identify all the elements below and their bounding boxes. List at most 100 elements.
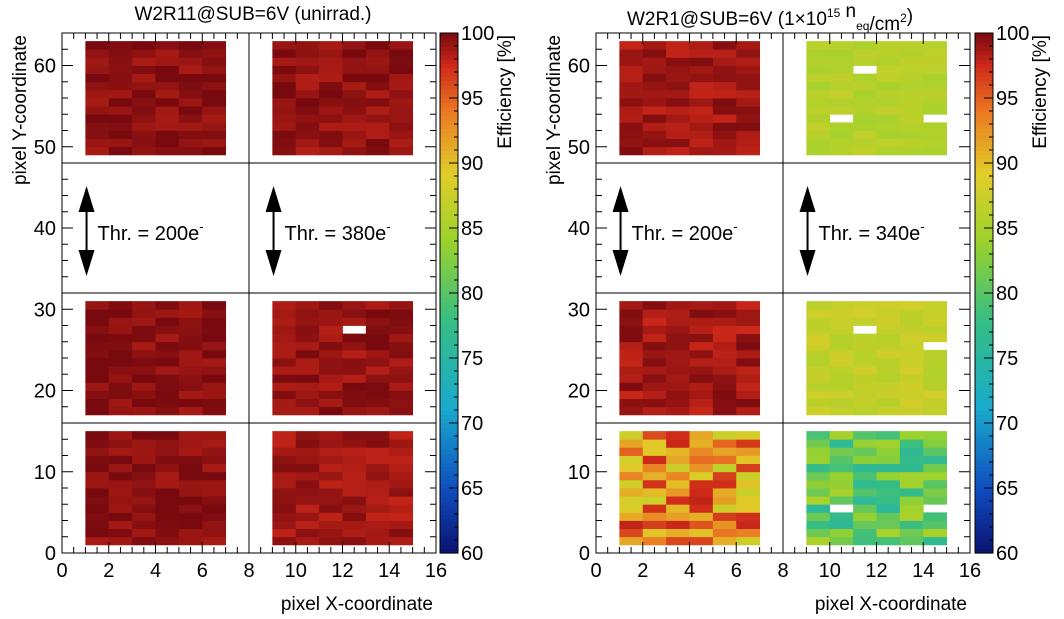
heatmap-cell [272, 98, 297, 107]
color-bar-step [440, 401, 458, 407]
heatmap-cell [689, 520, 714, 530]
heatmap-cell [829, 520, 854, 530]
heatmap-cell [178, 496, 203, 505]
heatmap-cell [642, 114, 667, 123]
heatmap-cell [736, 431, 761, 440]
heatmap-cell [272, 73, 297, 83]
heatmap-cell [923, 536, 948, 546]
heatmap-cell [736, 341, 761, 351]
heatmap-cell [876, 89, 901, 99]
x-tick-label: 4 [684, 560, 695, 582]
heatmap-cell [295, 504, 320, 513]
heatmap-cell [132, 536, 156, 546]
color-bar-step [975, 306, 993, 311]
heatmap-cell [829, 301, 854, 310]
heatmap-cell [876, 122, 901, 131]
heatmap-cell [108, 57, 133, 66]
heatmap-cell [272, 122, 297, 131]
heatmap-cell [853, 333, 877, 343]
color-bar-step [440, 41, 458, 47]
heatmap-cell [876, 309, 901, 318]
heatmap-cell [342, 49, 367, 58]
heatmap-cell [712, 317, 737, 326]
heatmap-cell [689, 301, 714, 310]
heatmap-cell [202, 122, 227, 131]
heatmap-cell [132, 504, 156, 513]
heatmap-cell [295, 366, 320, 375]
heatmap-cell [202, 536, 227, 546]
heatmap-cell [132, 488, 156, 497]
color-bar-step [440, 509, 458, 515]
heatmap-cell [202, 106, 227, 115]
heatmap-cell [342, 358, 367, 367]
heatmap-cell [295, 406, 320, 416]
heatmap-cell [642, 98, 667, 107]
heatmap-cell [689, 138, 714, 148]
heatmap-cell [806, 130, 831, 140]
color-bar-step [975, 258, 993, 264]
heatmap-cell [666, 479, 690, 489]
heatmap-cell [342, 504, 367, 513]
heatmap-cell [85, 122, 110, 131]
heatmap-cell [132, 57, 156, 66]
heatmap-cell [876, 390, 901, 400]
x-tick-label: 4 [150, 560, 161, 582]
color-bar-step [975, 210, 993, 216]
heatmap-cell [899, 406, 924, 416]
color-bar-step [975, 63, 993, 69]
heatmap-cell [295, 325, 320, 335]
heatmap-cell [689, 431, 714, 440]
heatmap-cell [342, 73, 367, 83]
region-left-middle [619, 301, 761, 416]
heatmap-cell [899, 73, 924, 83]
color-bar-step [975, 124, 993, 129]
heatmap-cell [272, 358, 297, 367]
heatmap-cell [108, 65, 133, 75]
heatmap-cell [108, 463, 133, 473]
title-text: W2R1@SUB=6V (1×10 [627, 9, 827, 30]
heatmap-cell [132, 309, 156, 318]
heatmap-cell [132, 65, 156, 75]
heatmap-cell [319, 146, 343, 156]
heatmap-cell [736, 374, 761, 383]
heatmap-cell [319, 130, 343, 140]
color-bar-step [440, 358, 458, 363]
heatmap-cell [806, 146, 831, 156]
color-bar-step [975, 158, 993, 164]
heatmap-cell [923, 479, 948, 489]
heatmap-cell [389, 301, 414, 310]
heatmap-cell [202, 146, 227, 156]
heatmap-cell [155, 366, 180, 375]
heatmap-cell [389, 89, 414, 99]
threshold-label: Thr. = 200e- [98, 219, 204, 245]
heatmap-cell [295, 81, 320, 91]
heatmap-cell [923, 317, 948, 326]
heatmap-cell [806, 455, 831, 465]
heatmap-cell [619, 463, 644, 473]
heatmap-cell [712, 406, 737, 416]
heatmap-cell [829, 406, 854, 416]
color-bar-step [975, 514, 993, 519]
heatmap-cell [342, 98, 367, 107]
heatmap-cell [319, 512, 343, 521]
heatmap-cell [736, 333, 761, 343]
color-bar-step [440, 236, 458, 242]
heatmap-cell [155, 496, 180, 505]
color-bar-step [440, 535, 458, 541]
heatmap-cell [272, 341, 297, 351]
heatmap-cell [85, 439, 110, 448]
heatmap-cell [829, 106, 854, 115]
heatmap-cell [272, 471, 297, 481]
heatmap-cell [619, 431, 644, 440]
heatmap-cell [923, 455, 948, 465]
heatmap-cell [829, 89, 854, 99]
heatmap-cell [295, 349, 320, 359]
x-tick-label: 12 [865, 560, 887, 582]
heatmap-cell [689, 49, 714, 58]
heatmap-cell [108, 130, 133, 140]
heatmap-cell [202, 382, 227, 391]
heatmap-cell [899, 463, 924, 473]
heatmap-cell [132, 106, 156, 115]
heatmap-cell [389, 463, 414, 473]
heatmap-cell [736, 390, 761, 400]
